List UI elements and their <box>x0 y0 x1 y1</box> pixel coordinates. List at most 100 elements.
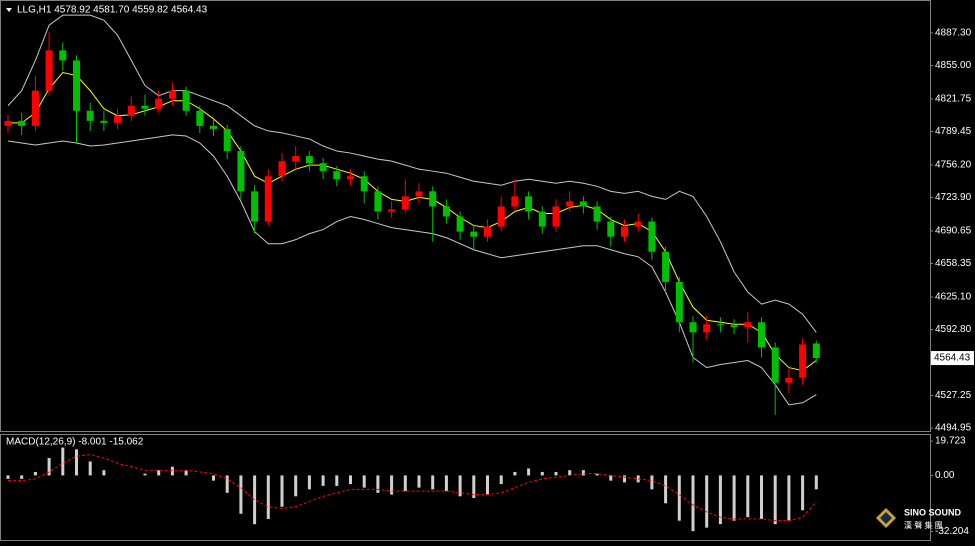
candle-body <box>168 90 176 99</box>
candle-body <box>86 110 94 121</box>
candle-body <box>566 201 574 207</box>
macd-bar <box>472 475 476 499</box>
macd-bar <box>403 475 407 492</box>
macd-bar <box>75 449 78 476</box>
macd-bar <box>513 471 517 476</box>
menu-arrow <box>6 8 12 12</box>
macd-bar <box>787 475 791 521</box>
overlay-line <box>7 134 817 406</box>
candle-body <box>127 105 135 116</box>
candle-body <box>264 176 272 222</box>
y-tick-label: 4821.75 <box>935 94 972 105</box>
y-tick-label: 4592.80 <box>935 324 972 335</box>
candle-body <box>593 206 601 222</box>
candle-body <box>785 377 793 383</box>
y-tick-label: 4527.25 <box>935 390 972 401</box>
macd-bar <box>417 475 421 488</box>
macd-bar <box>225 475 229 493</box>
candle-body <box>141 105 149 109</box>
candle-body <box>552 206 560 227</box>
macd-bar <box>609 475 613 481</box>
macd-bar <box>732 475 736 521</box>
y-tick-label: 4690.65 <box>935 226 972 237</box>
candle-body <box>237 151 245 192</box>
macd-bar <box>664 475 668 504</box>
macd-bar <box>691 475 695 532</box>
logo-name: SINO SOUND <box>904 507 962 517</box>
macd-bar <box>718 475 722 525</box>
macd-bar <box>581 470 585 476</box>
candle-body <box>401 196 409 210</box>
candle-body <box>716 324 724 326</box>
macd-bar <box>184 470 188 476</box>
candle-body <box>415 191 423 197</box>
y-tick-label: 4625.10 <box>935 292 972 303</box>
macd-bar <box>143 473 147 476</box>
macd-bar <box>801 475 805 511</box>
macd-bar <box>705 475 709 528</box>
y-tick-label: 4658.35 <box>935 258 972 269</box>
candle-body <box>319 163 327 172</box>
macd-bar <box>760 475 763 519</box>
macd-bar <box>212 475 215 481</box>
candle-body <box>771 347 779 383</box>
price-label-box <box>931 351 974 366</box>
price-label: 4564.43 <box>934 353 971 364</box>
y-tick-label: 4494.95 <box>935 423 972 434</box>
macd-bar <box>431 475 435 490</box>
macd-bar <box>376 475 380 493</box>
y-tick-label: 4723.90 <box>935 192 972 203</box>
candle-body <box>45 50 53 91</box>
candle-body <box>799 344 807 378</box>
candle-body <box>223 128 231 152</box>
candle-body <box>689 322 697 333</box>
y-tick-label: 4789.45 <box>935 126 972 137</box>
candle-body <box>374 191 382 212</box>
macd-bar <box>157 470 161 476</box>
macd-bar <box>294 475 298 497</box>
y-tick-label: 0.00 <box>935 470 955 481</box>
candle-body <box>278 161 286 177</box>
macd-bar <box>554 471 558 476</box>
candle-body <box>155 98 163 109</box>
macd-bar <box>6 475 10 479</box>
candle-body <box>210 125 217 129</box>
macd-bar <box>595 473 599 476</box>
logo-subtitle: 漢 聲 集 團 <box>904 520 943 530</box>
candle-body <box>114 115 122 123</box>
candle-body <box>634 221 642 227</box>
candle-body <box>4 120 12 126</box>
overlay-line <box>7 14 817 333</box>
candle-body <box>758 322 765 348</box>
candle-body <box>511 196 519 207</box>
candle-body <box>305 156 313 164</box>
signal-line <box>8 454 817 522</box>
macd-bar <box>623 475 626 483</box>
candle-body <box>607 221 615 237</box>
candle-body <box>31 90 39 126</box>
candle-body <box>497 206 505 227</box>
macd-bar <box>773 475 777 525</box>
logo: SINO SOUND 漢 聲 集 團 <box>876 507 962 530</box>
candle-body <box>18 120 26 126</box>
candle-body <box>347 176 354 180</box>
candle-body <box>388 209 396 212</box>
macd-bar <box>307 475 311 490</box>
macd-bar <box>349 475 352 485</box>
candle-body <box>579 201 587 207</box>
macd-bar <box>102 470 106 476</box>
macd-bar <box>568 470 572 476</box>
macd-bar <box>458 475 462 497</box>
candle-body <box>59 50 67 61</box>
candle-body <box>744 322 752 328</box>
main-panel-frame <box>0 0 931 432</box>
y-tick-label: 4756.20 <box>935 160 972 171</box>
candle-body <box>484 226 491 237</box>
candle-body <box>470 231 478 237</box>
candle-body <box>196 110 204 126</box>
candle-body <box>360 176 368 192</box>
macd-bar <box>362 475 366 488</box>
candle-body <box>538 211 546 227</box>
